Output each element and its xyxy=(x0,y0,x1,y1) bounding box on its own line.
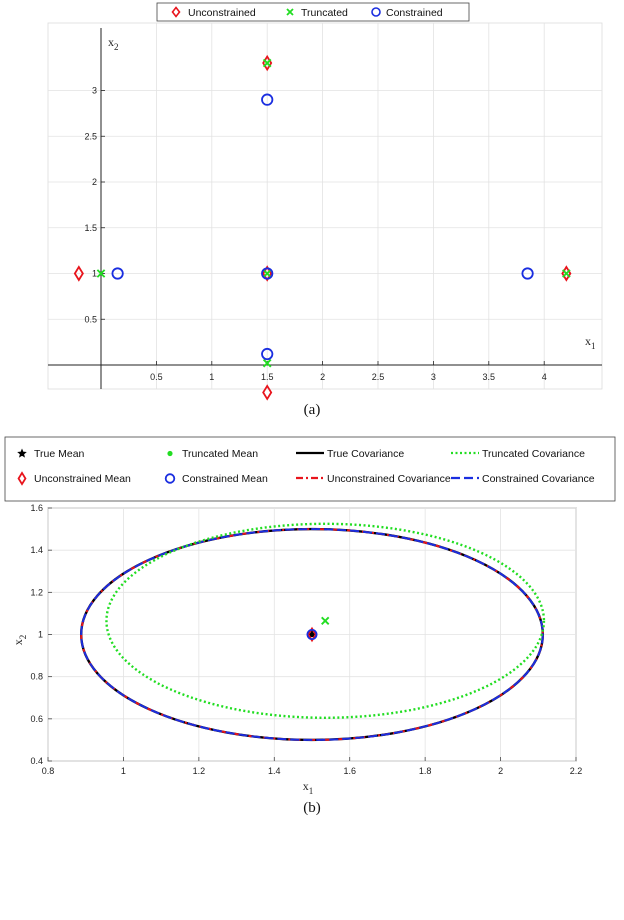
legend-a-unconstrained-label: Unconstrained xyxy=(188,7,256,19)
ytick-a-label: 0.5 xyxy=(84,314,97,324)
ytick-a-label: 1 xyxy=(92,269,97,279)
plot-b-curves xyxy=(79,522,546,742)
legend-a-constrained-label: Constrained xyxy=(386,7,443,19)
ytick-a-label: 2.5 xyxy=(84,131,97,141)
ytick-b-label: 1.6 xyxy=(30,503,43,513)
legend-b-label: Truncated Covariance xyxy=(482,448,585,460)
legend-b-marker xyxy=(164,473,176,484)
ytick-b-label: 0.4 xyxy=(30,756,43,766)
plot-a-area xyxy=(47,22,603,390)
legend-b-marker xyxy=(17,471,27,486)
legend-b-marker xyxy=(167,450,173,457)
ellipse-truncated-covariance xyxy=(105,522,546,719)
legend-b-item: Unconstrained Mean xyxy=(17,471,131,486)
legend-a: Unconstrained Truncated Constrained xyxy=(156,2,470,22)
xtick-a-label: 1.5 xyxy=(261,372,274,382)
xtick-a-label: 2.5 xyxy=(372,372,385,382)
point-a-circle xyxy=(111,267,124,280)
panel-a: Unconstrained Truncated Constrained 0.5 1… xyxy=(47,2,603,418)
plot-a-marks xyxy=(73,54,572,401)
xtick-b-label: 1.4 xyxy=(268,766,281,776)
legend-a-unconstrained: Unconstrained xyxy=(171,6,256,19)
legend-b-label: Constrained Covariance xyxy=(482,473,595,485)
ytick-a-label: 2 xyxy=(92,177,97,187)
legend-b-marker xyxy=(17,448,27,458)
legend-b-item: Truncated Covariance xyxy=(451,448,585,460)
ytick-b-label: 0.8 xyxy=(30,672,43,682)
caption-a: (a) xyxy=(304,402,321,418)
xtick-a-label: 3.5 xyxy=(483,372,496,382)
legend-a-truncated-label: Truncated xyxy=(301,7,348,19)
ytick-a-label: 3 xyxy=(92,86,97,96)
xtick-b-label: 1.6 xyxy=(343,766,356,776)
point-a-diamond xyxy=(73,265,84,282)
legend-b-label: Truncated Mean xyxy=(182,448,258,460)
legend-b-item: Constrained Covariance xyxy=(451,473,595,485)
legend-b-item: Constrained Mean xyxy=(164,473,268,485)
plot-b-ticks: 0.8 1 1.2 1.4 1.6 1.8 2 2.2 0.4 0.6 0.8 1 1.2 1.4 1.6 xyxy=(30,503,582,776)
xtick-b-label: 1 xyxy=(121,766,126,776)
plot-b-marks xyxy=(306,616,330,643)
point-a-circle xyxy=(521,267,534,280)
point-a-x xyxy=(262,58,272,68)
plot-a-ticks: 0.5 1 1.5 2 2.5 3 3.5 4 0.5 1 1.5 2 2.5 3 xyxy=(84,86,546,383)
plot-b-ylabel: x2 xyxy=(11,635,28,646)
legend-b-label: True Covariance xyxy=(327,448,404,460)
ytick-b-label: 1.4 xyxy=(30,545,43,555)
ytick-a-label: 1.5 xyxy=(84,223,97,233)
xtick-a-label: 1 xyxy=(209,372,214,382)
point-a-x xyxy=(262,269,272,278)
point-a-x xyxy=(96,269,106,278)
legend-a-diamond-marker xyxy=(171,6,181,18)
legend-b-label: True Mean xyxy=(34,448,85,460)
panel-b: True Mean Truncated Mean True Covariance Tr… xyxy=(4,436,616,816)
point-a-x xyxy=(562,269,571,278)
plot-a-grid xyxy=(48,23,602,389)
xtick-b-label: 1.8 xyxy=(419,766,432,776)
point-a-circle xyxy=(261,93,274,106)
plot-a-ylabel: x2 xyxy=(108,35,119,52)
mean-constrained-mean xyxy=(306,629,318,641)
xtick-a-label: 3 xyxy=(431,372,436,382)
legend-b-item: True Covariance xyxy=(296,448,404,460)
ytick-b-label: 0.6 xyxy=(30,714,43,724)
xtick-a-label: 0.5 xyxy=(150,372,163,382)
mean-unconstrained-mean xyxy=(307,626,317,643)
ytick-b-label: 1 xyxy=(38,630,43,640)
legend-b: True Mean Truncated Mean True Covariance Tr… xyxy=(4,436,616,502)
plot-a-axes xyxy=(48,28,602,389)
legend-b-box xyxy=(4,436,616,502)
xtick-a-label: 2 xyxy=(320,372,325,382)
legend-a-constrained: Constrained xyxy=(371,7,443,19)
plot-b-grid xyxy=(47,507,577,762)
ytick-b-label: 1.2 xyxy=(30,587,43,597)
legend-a-truncated: Truncated xyxy=(286,7,348,19)
point-a-x xyxy=(262,358,272,368)
legend-b-label: Unconstrained Covariance xyxy=(327,473,451,485)
caption-b: (b) xyxy=(303,800,321,816)
legend-b-item: True Mean xyxy=(17,448,85,460)
point-a-circle xyxy=(261,347,274,361)
plot-b-xlabel: x1 xyxy=(303,779,314,796)
legend-b-label: Constrained Mean xyxy=(182,473,268,485)
legend-a-box xyxy=(156,2,470,22)
xtick-b-label: 2 xyxy=(498,766,503,776)
point-a-circle xyxy=(261,267,274,280)
legend-b-item: Truncated Mean xyxy=(167,448,258,460)
legend-a-circle-marker xyxy=(371,7,381,17)
xtick-b-label: 0.8 xyxy=(42,766,55,776)
legend-b-item: Unconstrained Covariance xyxy=(296,473,451,485)
xtick-a-label: 4 xyxy=(542,372,547,382)
legend-a-x-marker xyxy=(286,8,294,16)
plot-a-xlabel: x1 xyxy=(585,334,596,351)
legend-b-label: Unconstrained Mean xyxy=(34,473,131,485)
xtick-b-label: 2.2 xyxy=(570,766,583,776)
point-a-diamond xyxy=(262,384,273,401)
mean-truncated-mean xyxy=(321,616,330,625)
xtick-b-label: 1.2 xyxy=(193,766,206,776)
